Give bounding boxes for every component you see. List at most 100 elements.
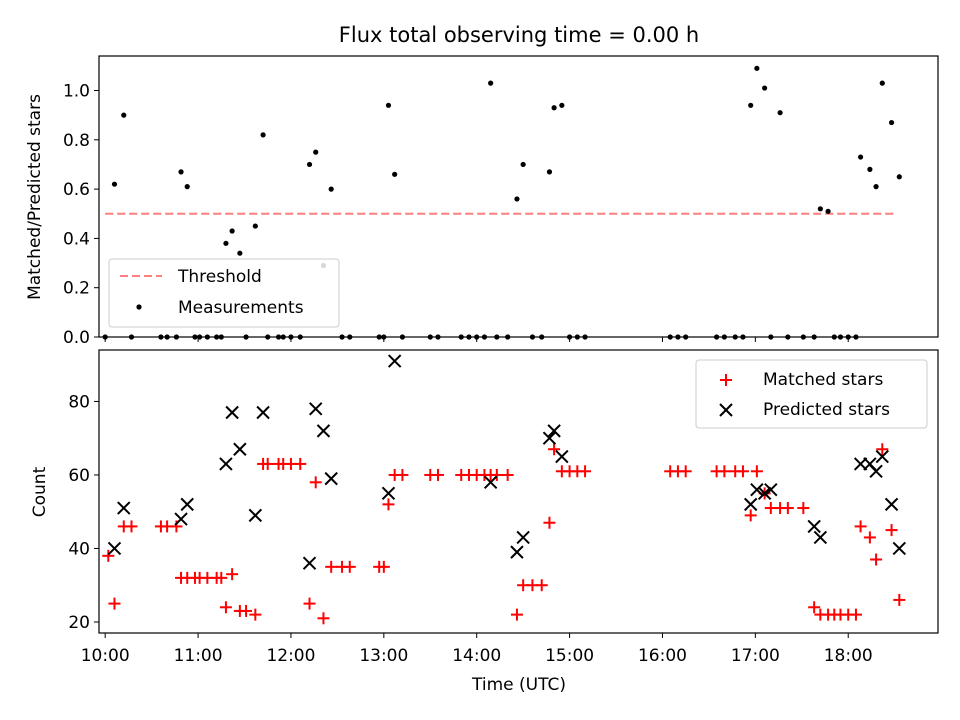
measurement-point [559, 102, 565, 108]
matched-star-marker [781, 502, 794, 515]
predicted-star-marker [542, 431, 557, 445]
count-x-tick-label: 16:00 [638, 646, 687, 666]
predicted-star-marker [875, 449, 889, 464]
matched-star-marker [226, 568, 239, 581]
measurement-point [229, 228, 235, 234]
matched-star-marker [854, 520, 867, 533]
matched-star-marker [718, 465, 731, 478]
matched-star-marker [317, 612, 330, 625]
predicted-star-marker [117, 501, 131, 515]
predicted-star-marker [248, 508, 263, 523]
measurement-point [121, 112, 127, 118]
matched-star-marker [396, 468, 409, 481]
matched-star-marker [535, 579, 548, 592]
x-axis-label: Time (UTC) [471, 675, 566, 695]
predicted-star-marker [324, 471, 338, 486]
measurement-point [762, 85, 768, 91]
measurement-point [777, 110, 783, 116]
count-x-tick-label: 15:00 [545, 646, 594, 666]
ratio-y-tick-label: 0.2 [63, 279, 90, 299]
matched-star-marker [170, 520, 183, 533]
measurement-point [873, 184, 879, 190]
ratio-y-tick-label: 0.6 [63, 180, 90, 200]
measurement-point [392, 171, 398, 177]
count-x-tick-label: 12:00 [266, 646, 315, 666]
measurement-point [488, 80, 494, 86]
matched-star-marker [744, 509, 757, 522]
count-x-tick-label: 11:00 [174, 646, 223, 666]
legend-measurements-swatch [136, 304, 142, 310]
matched-star-marker [108, 597, 121, 610]
measurement-point [328, 186, 334, 192]
matched-star-marker [215, 571, 228, 584]
measurement-point [858, 154, 864, 160]
matched-star-marker [261, 457, 274, 470]
predicted-star-marker [174, 512, 188, 526]
count-x-tick-label: 10:00 [81, 646, 130, 666]
measurement-point [748, 102, 754, 108]
predicted-star-marker [516, 530, 530, 545]
measurement-point [514, 196, 520, 202]
legend-predicted-label: Predicted stars [763, 400, 890, 420]
matched-star-marker [325, 560, 338, 573]
matched-star-marker [679, 465, 692, 478]
measurement-point [551, 105, 557, 111]
matched-star-marker [219, 601, 232, 614]
count-x-tick-label: 13:00 [359, 646, 408, 666]
matched-star-marker [490, 468, 503, 481]
legend-predicted-swatch [719, 403, 733, 417]
count-y-tick-label: 20 [68, 613, 90, 633]
matched-star-marker [510, 608, 523, 621]
measurement-point [879, 80, 885, 86]
predicted-star-marker [884, 497, 899, 512]
predicted-star-marker [219, 457, 233, 471]
matched-star-marker [501, 468, 514, 481]
ratio-legend-frame [108, 258, 340, 328]
matched-star-marker [294, 457, 307, 470]
ratio-legend: Threshold Measurements [108, 258, 340, 328]
measurement-point [867, 166, 873, 172]
count-x-tick-label: 14:00 [452, 646, 501, 666]
predicted-star-marker [757, 486, 772, 501]
ratio-y-tick-label: 0.4 [63, 229, 90, 249]
legend-measurements-label: Measurements [178, 298, 304, 318]
matched-star-marker [797, 502, 810, 515]
predicted-star-marker [547, 424, 561, 438]
measurement-point [896, 174, 902, 180]
matched-star-marker [432, 468, 445, 481]
measurement-point [223, 240, 229, 246]
predicted-star-marker [309, 402, 323, 416]
matched-star-marker [249, 608, 262, 621]
count-axes-frame [98, 349, 939, 634]
matched-star-marker [808, 601, 821, 614]
predicted-star-marker [892, 541, 907, 556]
ratio-panel: 0.0 0.2 0.4 0.6 0.8 1.0 Matched/Predicted sta… [25, 55, 939, 348]
matched-star-marker [750, 465, 763, 478]
count-legend-frame [695, 359, 928, 429]
predicted-star-marker [510, 545, 524, 559]
legend-matched-swatch [720, 374, 732, 386]
count-y-tick-label: 80 [68, 392, 90, 412]
count-x-tick-label: 17:00 [731, 646, 780, 666]
matched-star-marker [863, 531, 876, 544]
predicted-star-marker [316, 424, 331, 438]
ratio-y-tick-label: 0.8 [63, 131, 90, 151]
predicted-star-marker [483, 475, 498, 490]
measurement-point [111, 181, 118, 187]
measurement-point [546, 169, 553, 175]
predicted-star-marker [225, 405, 239, 420]
measurement-point [237, 250, 243, 256]
matched-star-marker [377, 560, 390, 573]
count-y-tick-label: 60 [68, 466, 90, 486]
matched-star-marker [125, 520, 138, 533]
predicted-star-marker [807, 519, 821, 534]
matched-star-marker [309, 476, 322, 489]
ratio-y-tick-label: 0.0 [63, 328, 90, 348]
matched-star-marker [893, 593, 906, 606]
matched-star-marker [303, 597, 316, 610]
predicted-star-marker [869, 464, 883, 478]
ratio-y-axis-label: Matched/Predicted stars [25, 94, 45, 300]
predicted-star-marker [180, 497, 194, 512]
measurement-point [754, 65, 760, 71]
